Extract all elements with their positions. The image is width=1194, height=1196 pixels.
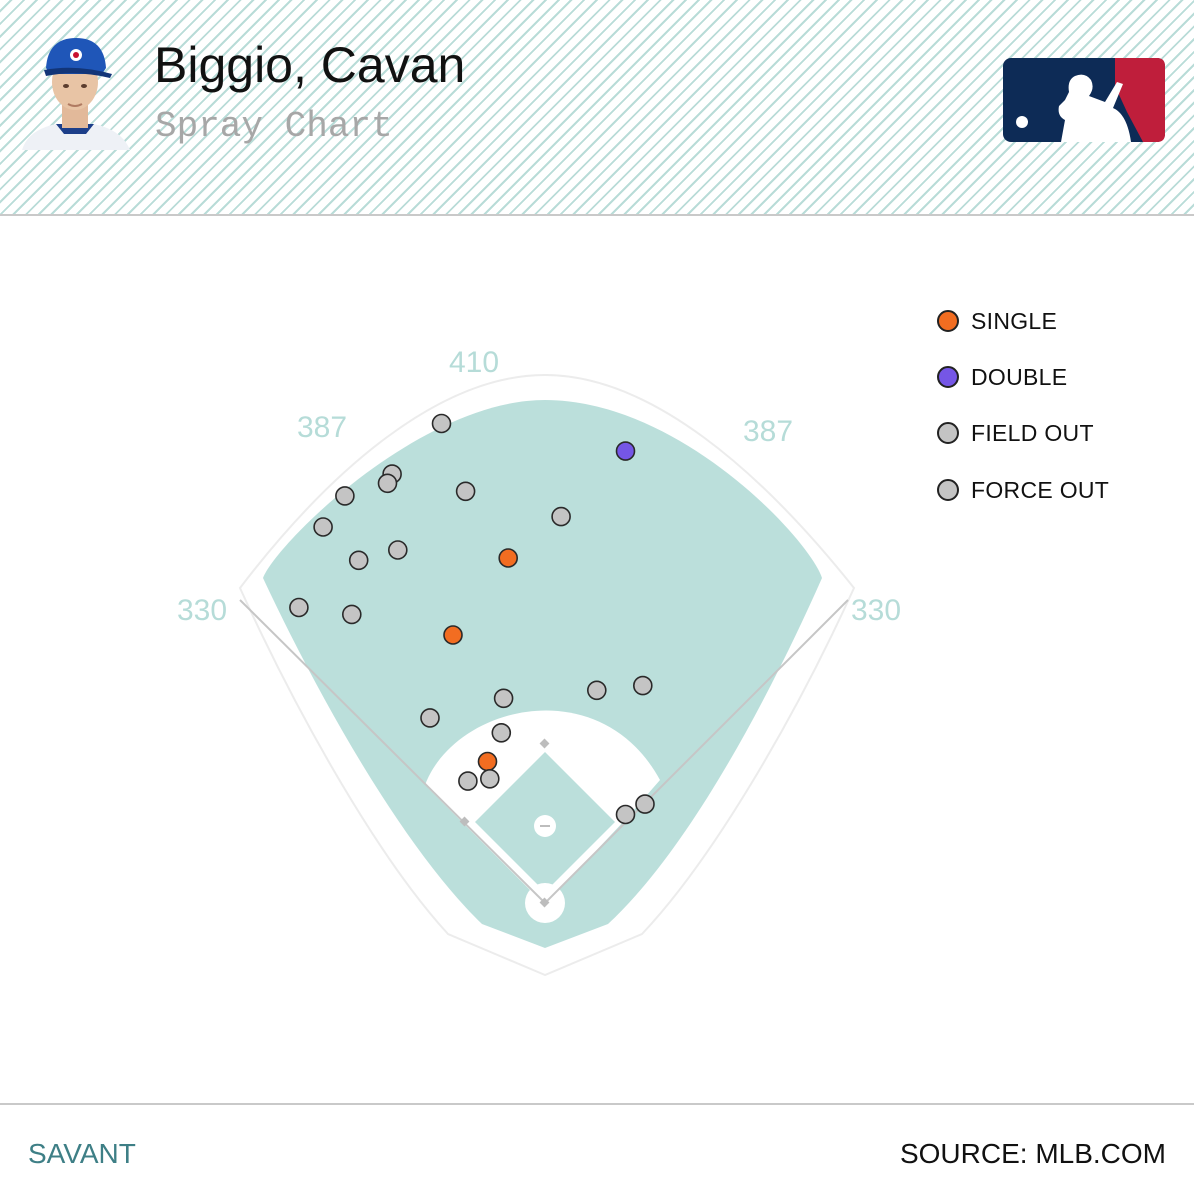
legend-label: FIELD OUT xyxy=(971,419,1094,446)
legend-label: DOUBLE xyxy=(971,363,1068,390)
hit-points xyxy=(289,413,655,825)
second-base xyxy=(539,738,550,749)
legend-swatch-field-out xyxy=(937,422,959,444)
hit-point-field-out xyxy=(289,597,309,618)
hit-point-field-out xyxy=(632,675,653,696)
header-divider xyxy=(0,214,1194,216)
distance-label-center: 410 xyxy=(449,346,499,379)
hit-point-field-out xyxy=(458,771,478,791)
hit-point-field-out xyxy=(551,506,571,527)
legend-item-single: SINGLE xyxy=(937,306,1057,336)
hit-point-field-out xyxy=(313,517,333,537)
legend-item-field-out: FIELD OUT xyxy=(937,418,1094,448)
hit-point-field-out xyxy=(491,722,512,743)
mlb-logo-icon xyxy=(1003,58,1165,142)
outfield-grass xyxy=(263,400,822,948)
hit-point-field-out xyxy=(335,486,355,506)
header-banner xyxy=(0,0,1194,214)
hit-point-double xyxy=(615,441,636,461)
legend-swatch-single xyxy=(937,310,959,332)
distance-label-right-line: 330 xyxy=(851,594,901,627)
chart-subtitle: Spray Chart xyxy=(155,106,393,147)
hit-point-field-out xyxy=(493,688,514,709)
hit-point-single xyxy=(498,548,519,568)
footer-brand-label: SAVANT xyxy=(28,1138,136,1169)
legend-item-double: DOUBLE xyxy=(937,362,1067,392)
footer-divider xyxy=(0,1103,1194,1105)
hit-point-field-out xyxy=(479,768,500,789)
third-base xyxy=(459,816,470,827)
player-name: Biggio, Cavan xyxy=(154,37,466,93)
footer-source-label: SOURCE: MLB.COM xyxy=(899,1138,1166,1169)
hit-point-field-out xyxy=(455,481,476,502)
player-headshot-icon xyxy=(22,38,130,150)
distance-labels: 330 387 410 387 330 xyxy=(177,346,901,627)
legend-label: FORCE OUT xyxy=(971,476,1110,503)
left-foul-line xyxy=(239,599,546,904)
pitching-rubber xyxy=(540,825,550,827)
legend-swatch-force-out xyxy=(937,479,959,501)
distance-label-right-center: 387 xyxy=(743,415,793,448)
home-plate xyxy=(539,897,550,908)
right-foul-line xyxy=(544,599,849,904)
distance-label-left-line: 330 xyxy=(177,594,227,627)
hit-point-field-out xyxy=(586,680,607,701)
hit-point-field-out xyxy=(377,473,398,494)
distance-label-left-center: 387 xyxy=(297,411,347,444)
legend-label: SINGLE xyxy=(971,307,1058,334)
hit-point-field-out xyxy=(615,804,636,825)
hit-point-single xyxy=(477,751,498,772)
hit-point-single xyxy=(443,625,463,645)
spray-chart: 330 387 410 387 330 xyxy=(177,346,901,977)
hit-point-field-out xyxy=(348,550,369,571)
legend-item-force-out: FORCE OUT xyxy=(937,475,1109,505)
hit-point-field-out xyxy=(431,413,452,434)
hit-point-field-out xyxy=(341,604,362,625)
hit-point-field-out xyxy=(387,540,408,560)
legend-swatch-double xyxy=(937,366,959,388)
hit-point-field-out xyxy=(420,708,440,728)
hit-point-field-out xyxy=(635,794,655,814)
